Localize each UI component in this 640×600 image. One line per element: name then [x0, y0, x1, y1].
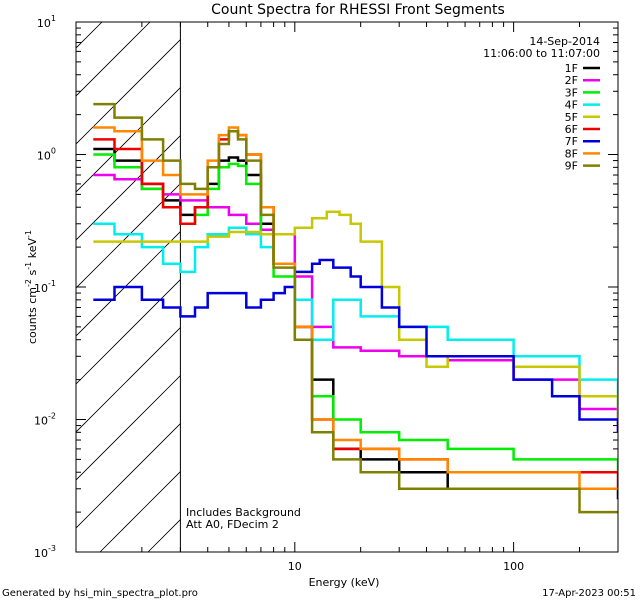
annotation-background: Includes Background: [186, 506, 301, 519]
footer-timestamp: 17-Apr-2023 00:51: [542, 588, 636, 599]
hatch-line: [76, 423, 181, 529]
hatch-line: [0, 0, 124, 552]
legend-label-3F: 3F: [565, 86, 578, 99]
series-line-8F: [93, 126, 618, 491]
hatch-line: [76, 231, 181, 337]
hatch-line: [76, 375, 181, 481]
hatch-line: [76, 183, 181, 289]
series-line-2F: [93, 173, 618, 433]
legend-label-4F: 4F: [565, 99, 578, 112]
footer-generated-by: Generated by hsi_min_spectra_plot.pro: [2, 588, 198, 599]
series-line-1F: [93, 147, 618, 500]
series-line-5F: [93, 210, 618, 420]
series-line-7F: [93, 258, 618, 433]
x-tick-label: 10: [288, 560, 302, 573]
hatch-line: [76, 39, 181, 145]
plot-frame: [75, 21, 619, 553]
legend-label-2F: 2F: [565, 74, 578, 87]
annotation-attenuator: Att A0, FDecim 2: [186, 518, 279, 531]
y-tick-label: 101: [37, 14, 56, 30]
hatch-line: [99, 471, 181, 552]
hatch-line: [76, 22, 151, 97]
hatch-line: [76, 87, 181, 193]
y-tick-label: 100: [37, 147, 56, 163]
x-tick-label: 100: [503, 560, 524, 573]
y-tick-label: 10-3: [34, 544, 56, 560]
legend-label-8F: 8F: [565, 147, 578, 160]
date-label: 14-Sep-2014: [529, 35, 600, 48]
series-line-4F: [93, 222, 618, 409]
series-line-3F: [93, 153, 618, 473]
legend-label-1F: 1F: [565, 62, 578, 75]
legend-label-6F: 6F: [565, 123, 578, 136]
y-tick-labels: 10-3 10-2 10-1 100 101: [34, 14, 56, 560]
y-tick-label: 10-2: [34, 412, 56, 428]
series-lines: [93, 102, 618, 514]
time-range-label: 11:06:00 to 11:07:00: [483, 47, 600, 60]
hatched-region: [0, 0, 181, 552]
legend-label-5F: 5F: [565, 111, 578, 124]
legend-label-9F: 9F: [565, 160, 578, 173]
y-axis-label: counts cm-2 s-1 keV-1: [24, 230, 39, 344]
series-line-6F: [93, 129, 618, 489]
y-tick-label: 10-1: [34, 279, 56, 295]
series-line-9F: [93, 102, 618, 514]
chart-title: Count Spectra for RHESSI Front Segments: [211, 2, 505, 18]
legend-label-7F: 7F: [565, 135, 578, 148]
x-axis-label: Energy (keV): [309, 576, 380, 589]
x-tick-labels: 10 100: [288, 560, 524, 573]
